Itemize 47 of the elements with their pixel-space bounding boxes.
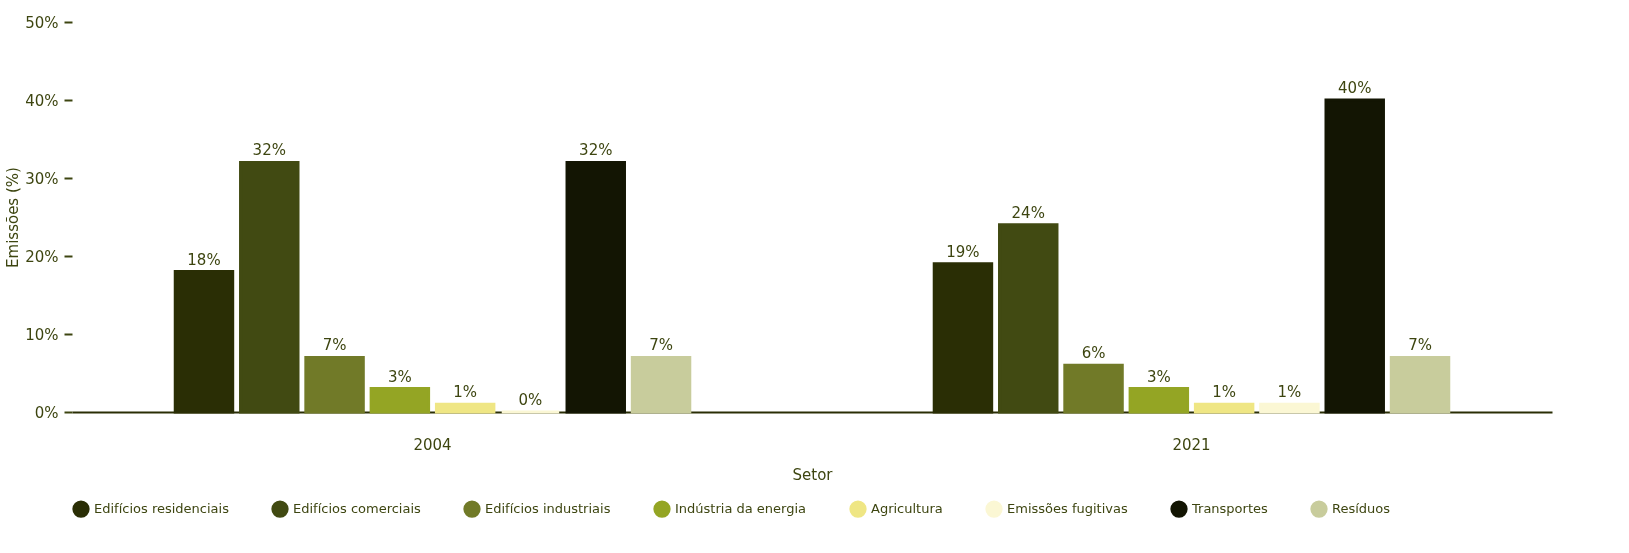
bar — [1128, 387, 1190, 414]
data-label: 40% — [1338, 79, 1372, 97]
x-tick-label: 2004 — [413, 435, 452, 454]
bar — [1389, 355, 1451, 414]
bar — [998, 223, 1059, 414]
data-label: 1% — [453, 383, 478, 402]
y-tick-label: 20% — [25, 247, 59, 266]
y-tick-label: 40% — [25, 91, 59, 110]
legend-label: Transportes — [1191, 501, 1268, 517]
legend-label: Edifícios residenciais — [94, 501, 230, 517]
legend-label: Emissões fugitivas — [1007, 501, 1128, 517]
data-label: 18% — [187, 250, 221, 269]
bar — [565, 160, 626, 414]
bar — [369, 387, 431, 414]
data-label: 3% — [1146, 367, 1171, 386]
data-label: 7% — [1408, 336, 1432, 355]
bar — [434, 402, 496, 414]
legend-label: Indústria da energia — [675, 501, 807, 517]
data-label: 24% — [1011, 203, 1045, 222]
data-label: 32% — [579, 141, 613, 160]
legend-label: Edifícios comerciais — [293, 501, 422, 517]
bar — [239, 160, 300, 414]
y-tick-label: 50% — [25, 13, 59, 32]
legend-label: Agricultura — [871, 501, 943, 517]
y-tick-label: 30% — [25, 169, 59, 188]
x-axis-title: Setor — [792, 465, 834, 484]
bar — [1193, 402, 1255, 414]
data-label: 19% — [946, 242, 980, 261]
data-label: 0% — [518, 391, 543, 409]
data-label: 1% — [1277, 383, 1302, 402]
y-axis-title: Emissões (%) — [4, 167, 23, 268]
data-label: 3% — [387, 367, 412, 386]
data-label: 7% — [649, 336, 673, 355]
bar — [1324, 98, 1385, 414]
y-tick-label: 0% — [34, 403, 59, 422]
bar — [1259, 402, 1320, 414]
bar — [630, 355, 692, 414]
bar — [304, 355, 365, 414]
data-label: 1% — [1212, 383, 1237, 402]
bar — [1063, 363, 1124, 414]
legend-label: Resíduos — [1332, 501, 1391, 517]
data-label: 6% — [1081, 344, 1106, 363]
data-label: 32% — [252, 141, 286, 160]
x-tick-label: 2021 — [1172, 435, 1211, 454]
legend-label: Edifícios industriais — [485, 501, 611, 517]
data-label: 7% — [322, 336, 347, 355]
y-tick-label: 10% — [25, 325, 59, 344]
